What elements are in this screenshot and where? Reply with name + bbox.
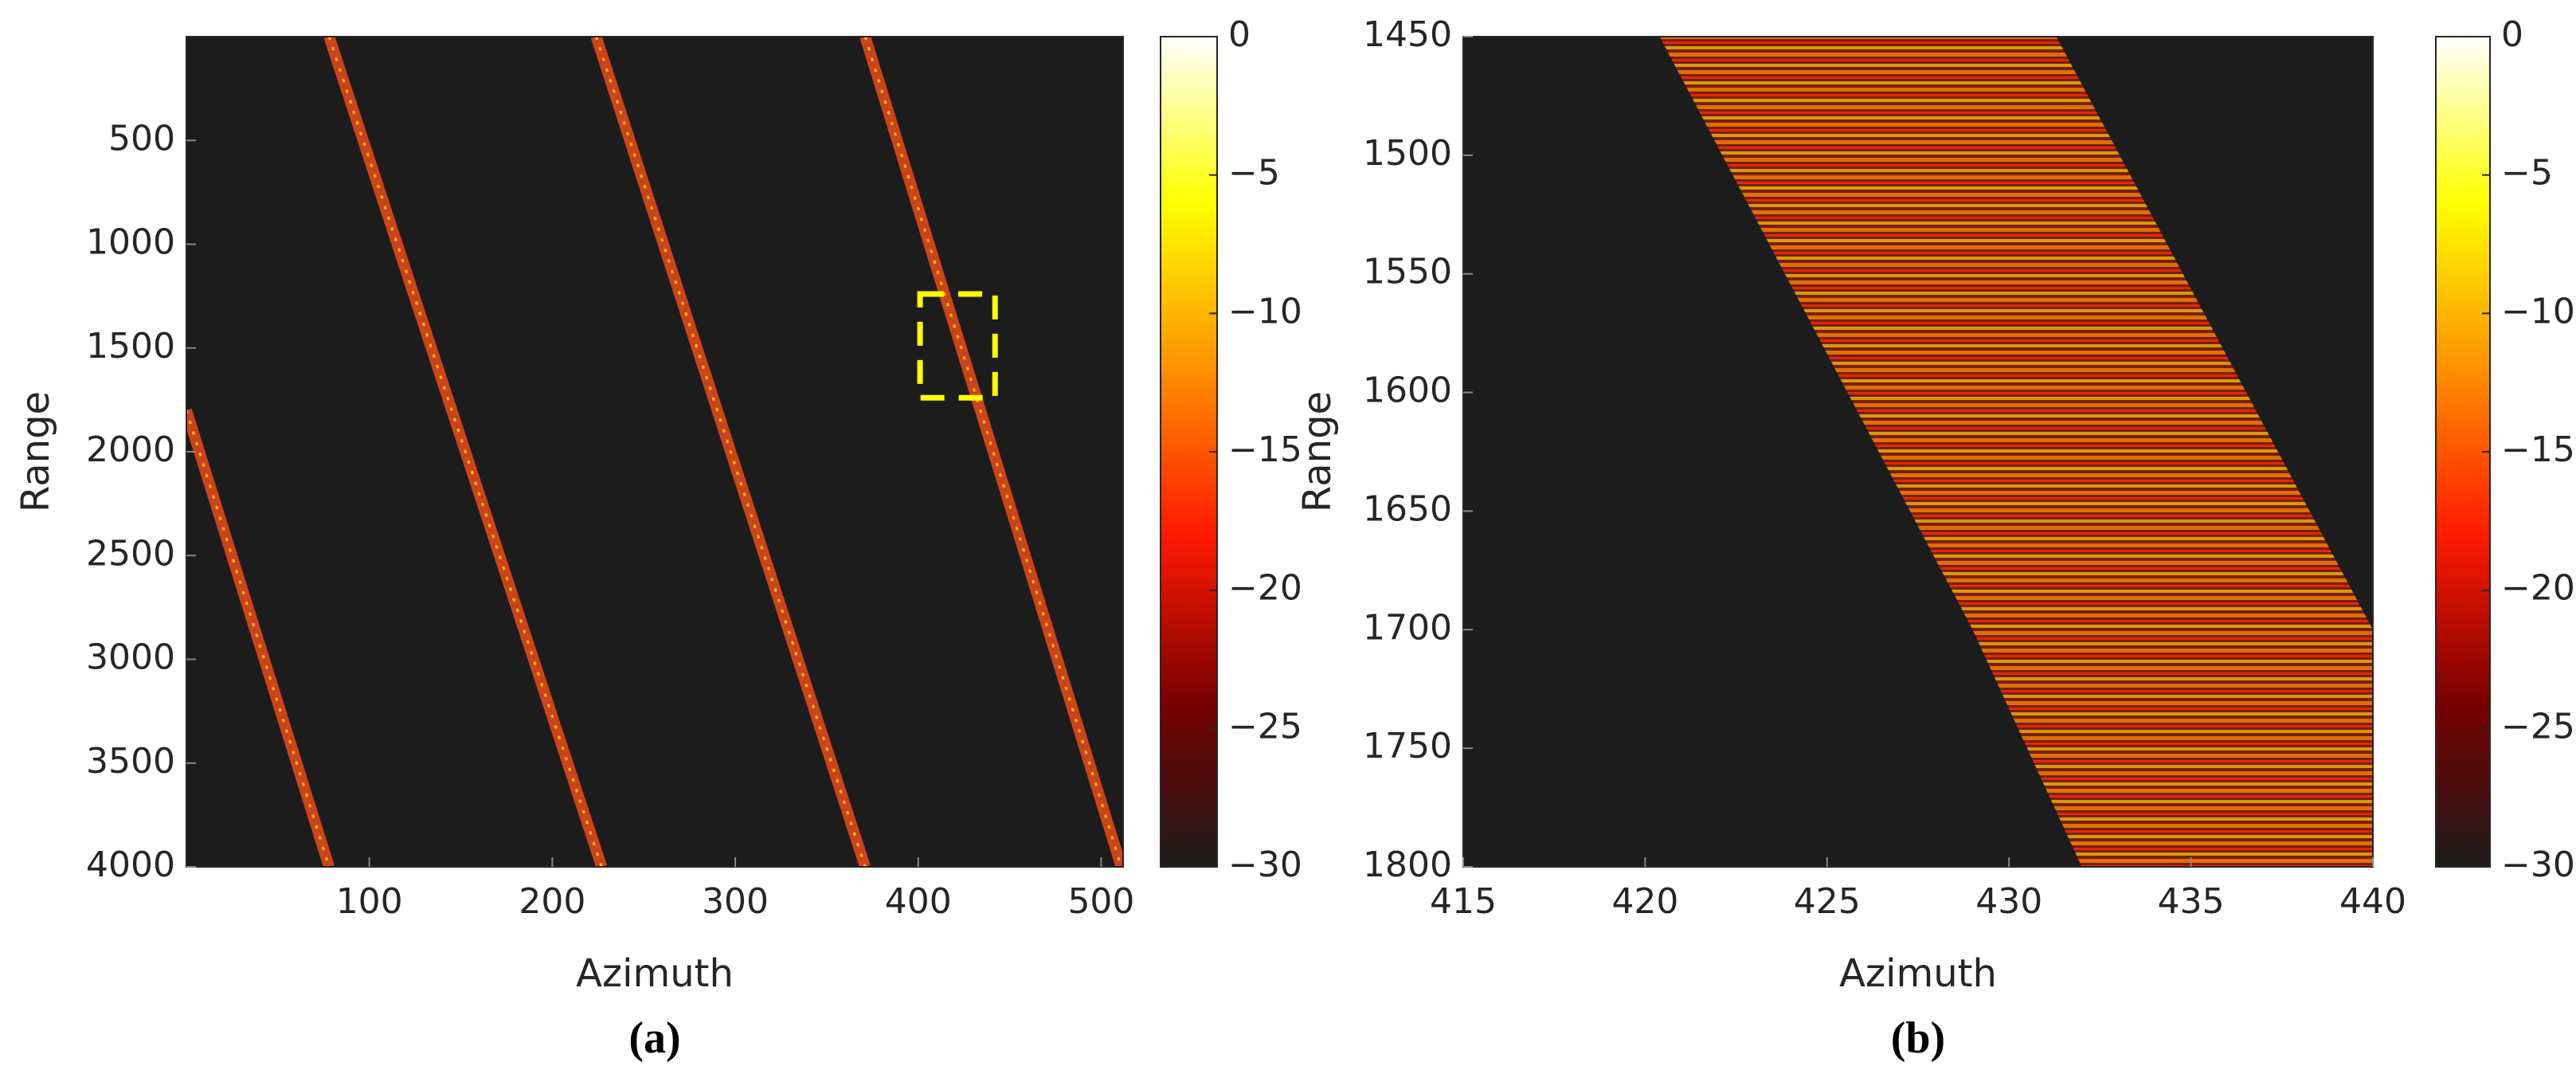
y-tick-label: 500 xyxy=(108,118,175,159)
x-axis-label: Azimuth xyxy=(576,951,734,996)
x-tick-label: 300 xyxy=(702,881,769,922)
y-axis-label: Range xyxy=(14,391,58,512)
plot-area xyxy=(186,37,1123,867)
x-tick-label: 430 xyxy=(1975,881,2042,922)
y-tick-label: 1500 xyxy=(86,326,175,367)
y-tick-label: 1700 xyxy=(1363,607,1452,648)
colorbar-tick-label: −5 xyxy=(2501,153,2553,194)
x-tick-label: 500 xyxy=(1067,881,1134,922)
x-tick-label: 420 xyxy=(1611,881,1678,922)
y-tick-label: 1500 xyxy=(1363,133,1452,174)
colorbar-tick-label: 0 xyxy=(1228,14,1251,55)
streak-core xyxy=(595,37,867,867)
colorbar-tick-label: −25 xyxy=(2501,706,2575,747)
streak-core xyxy=(327,37,603,867)
colorbar-tick-label: −20 xyxy=(2501,568,2575,609)
streak-core xyxy=(186,410,331,867)
y-tick-label: 1800 xyxy=(1363,845,1452,885)
x-tick-label: 415 xyxy=(1430,881,1497,922)
colorbar-tick-label: 0 xyxy=(2501,14,2523,55)
colorbar-tick-label: −25 xyxy=(1228,706,1302,747)
y-tick-label: 2500 xyxy=(86,533,175,574)
y-tick-label: 3500 xyxy=(86,741,175,782)
x-axis-label: Azimuth xyxy=(1839,951,1997,996)
x-tick-label: 100 xyxy=(336,881,403,922)
y-tick-label: 1750 xyxy=(1363,726,1452,766)
highlight-box xyxy=(917,291,998,401)
x-tick-label: 425 xyxy=(1794,881,1861,922)
y-tick-label: 1550 xyxy=(1363,252,1452,292)
y-tick-label: 1650 xyxy=(1363,488,1452,529)
colorbar xyxy=(1160,36,1218,868)
y-axis-label: Range xyxy=(1295,391,1340,512)
colorbar-tick-label: −15 xyxy=(1228,429,1302,470)
colorbar-tick-label: −10 xyxy=(2501,291,2575,331)
y-tick-label: 1600 xyxy=(1363,370,1452,411)
axes-frame xyxy=(1462,36,2374,868)
caption: (b) xyxy=(1891,1013,1945,1063)
colorbar-tick-label: −15 xyxy=(2501,429,2575,470)
y-tick-label: 1450 xyxy=(1363,14,1452,55)
y-tick-label: 4000 xyxy=(86,845,175,885)
streak xyxy=(859,37,1123,867)
x-tick-label: 440 xyxy=(2339,881,2406,922)
band-texture xyxy=(1659,37,2373,867)
y-tick-label: 1000 xyxy=(86,222,175,263)
y-tick-label: 3000 xyxy=(86,637,175,678)
colorbar-tick-label: −30 xyxy=(2501,845,2575,885)
colorbar-tick-label: −20 xyxy=(1228,568,1302,609)
x-tick-label: 200 xyxy=(519,881,585,922)
y-tick-label: 2000 xyxy=(86,429,175,470)
x-tick-label: 435 xyxy=(2158,881,2225,922)
x-tick-label: 400 xyxy=(885,881,952,922)
colorbar-tick-label: −5 xyxy=(1228,153,1280,194)
colorbar-tick-label: −10 xyxy=(1228,291,1302,331)
caption: (a) xyxy=(628,1013,680,1063)
colorbar-tick-label: −30 xyxy=(1228,845,1302,885)
colorbar xyxy=(2435,36,2491,868)
